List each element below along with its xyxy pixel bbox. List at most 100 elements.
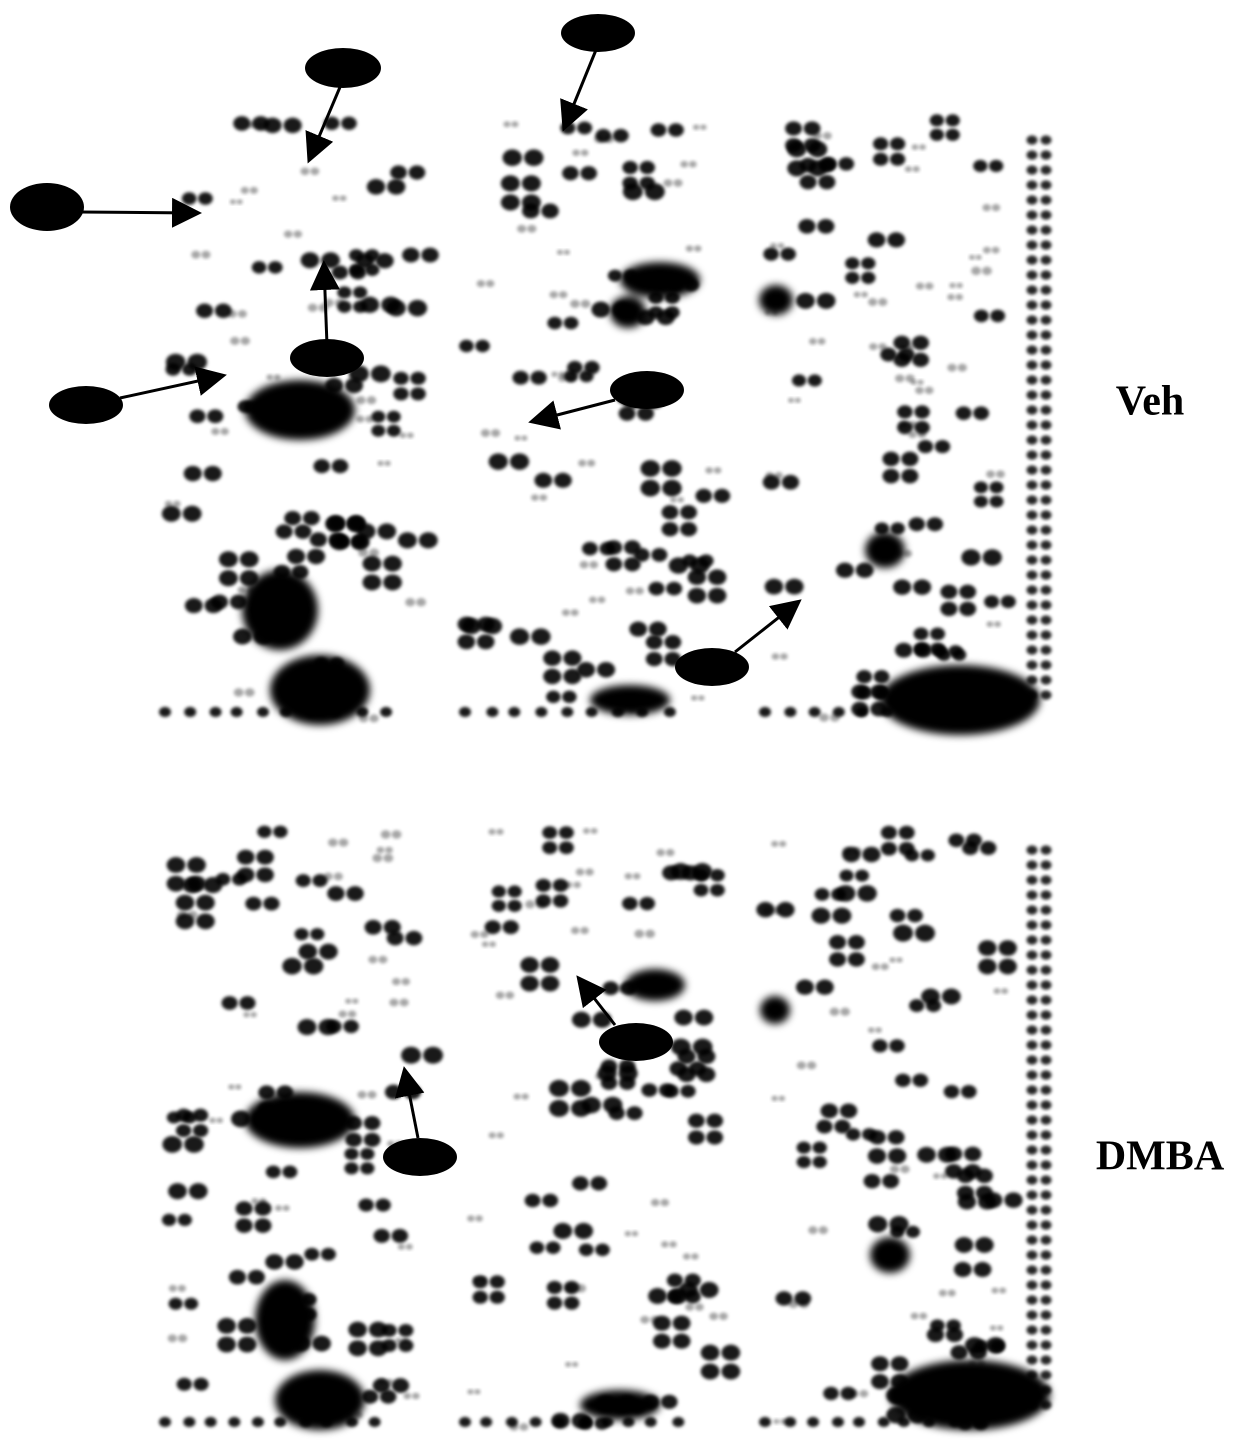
spot [934,439,951,454]
spot [519,1423,529,1431]
spot [595,1243,610,1257]
marker-oval [290,339,364,377]
spot [913,579,932,595]
spot [255,121,264,128]
blot-spots [159,114,1052,1431]
spot [1026,135,1038,145]
spot [563,249,570,255]
spot [167,1334,178,1343]
spot [393,371,409,385]
spot [1026,950,1038,960]
spot [1026,1040,1038,1050]
spot [589,560,599,569]
spot [524,1193,541,1208]
spot [196,303,214,318]
spot [1026,860,1038,870]
spot [380,830,391,839]
spot [1040,240,1052,250]
spot [553,472,572,488]
spot [818,157,836,173]
spot [1040,845,1052,855]
spot [1026,1175,1038,1185]
spot [1040,255,1052,265]
spot [395,1337,402,1344]
spot [915,282,925,290]
spot [856,706,869,718]
spot [406,432,414,439]
spot [1026,420,1038,430]
spot [362,574,382,591]
spot [488,453,508,470]
spot [893,924,914,942]
spot [871,963,880,971]
spot [587,459,596,467]
spot [930,1319,945,1332]
spot [999,1287,1007,1294]
spot [926,517,944,532]
spot [845,257,860,270]
spot [668,123,684,137]
spot [859,1389,869,1398]
spot [1026,920,1038,930]
spot [1026,465,1038,475]
spot [660,1198,670,1207]
spot [233,688,244,697]
spot [273,374,281,381]
spot [874,522,890,535]
spot [639,176,656,190]
spot [591,301,611,318]
spot [175,894,195,911]
spot [355,253,374,269]
spot [379,1389,397,1404]
spot [1040,180,1052,190]
spot [489,1290,505,1304]
spot [581,541,598,556]
spot [401,1046,422,1064]
spot [986,621,994,628]
spot [945,1327,964,1343]
spot [1026,1265,1038,1275]
spot [799,157,817,173]
spot [310,928,325,941]
spot [235,1201,253,1216]
spot [1040,1175,1052,1185]
spot [345,998,352,1004]
spot [576,1284,587,1293]
spot [688,160,697,168]
spot [869,343,878,351]
spot [385,846,393,854]
spot [540,975,560,992]
spot [915,386,924,395]
spot [776,901,795,918]
spot [697,1066,716,1083]
spot [721,1344,741,1361]
spot [913,627,929,641]
spot [908,420,918,429]
spot [251,1416,264,1428]
spot [1026,270,1038,280]
spot [1026,1340,1038,1350]
spot [950,1345,968,1360]
spot [949,282,956,289]
spot [1040,1220,1052,1230]
spot [1026,630,1038,640]
spot [648,621,667,637]
spot [472,1275,488,1289]
spot [230,706,243,718]
spot [994,621,1001,628]
spot [1026,570,1038,580]
spot [513,1093,521,1100]
spot [161,1213,177,1226]
spot [168,1183,187,1200]
spot [904,849,920,862]
spot [868,298,878,306]
spot [476,280,486,288]
spot [505,1416,518,1428]
spot [759,1416,771,1428]
spot [1040,1085,1052,1095]
spot [214,303,232,318]
spot [327,515,346,531]
spot [265,1165,281,1179]
spot [251,261,267,274]
spot [571,1011,591,1028]
